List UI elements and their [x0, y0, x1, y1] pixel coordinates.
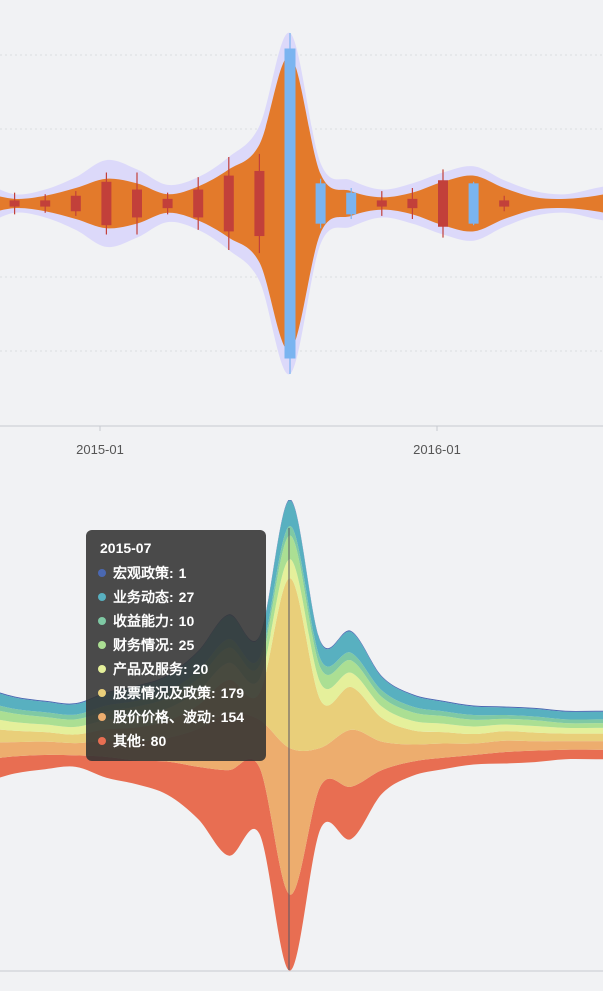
candle-body: [438, 180, 448, 227]
volatility-chart: 2015-01 2016-01: [0, 32, 603, 457]
tooltip-series-name: 收益能力: [113, 613, 169, 629]
candle-body: [376, 200, 387, 207]
legend-dot-icon: [98, 713, 106, 721]
legend-dot-icon: [98, 689, 106, 697]
tooltip-series-value: 20: [192, 661, 209, 677]
tooltip: 2015-07 宏观政策:1 业务动态:27 收益能力:10 财务情况:25 产品及服务…: [86, 530, 266, 761]
tooltip-series-name: 业务动态: [113, 589, 169, 605]
candle-body: [193, 189, 204, 218]
tooltip-row: 产品及服务:20: [98, 657, 252, 681]
candle-body: [40, 200, 51, 207]
candle-body: [254, 170, 265, 237]
legend-dot-icon: [98, 665, 106, 673]
tooltip-separator: :: [141, 733, 146, 749]
tooltip-series-value: 179: [220, 685, 245, 701]
tooltip-separator: :: [169, 589, 174, 605]
candle-body: [468, 183, 479, 224]
tooltip-series-value: 10: [178, 613, 195, 629]
legend-dot-icon: [98, 569, 106, 577]
tooltip-series-name: 产品及服务: [113, 661, 183, 677]
tooltip-row: 收益能力:10: [98, 609, 252, 633]
tooltip-title: 2015-07: [100, 540, 152, 556]
legend-dot-icon: [98, 617, 106, 625]
tooltip-series-name: 其他: [113, 733, 141, 749]
candle-body: [499, 200, 510, 207]
tooltip-series-name: 财务情况: [113, 637, 169, 653]
tooltip-series-value: 80: [150, 733, 167, 749]
tooltip-row: 股票情况及政策:179: [98, 681, 252, 705]
candle-body: [284, 48, 296, 359]
tooltip-separator: :: [169, 613, 174, 629]
tooltip-row: 财务情况:25: [98, 633, 252, 657]
stream-layer[interactable]: [0, 535, 603, 729]
tooltip-series-value: 25: [178, 637, 195, 653]
tooltip-series-name: 股票情况及政策: [113, 685, 211, 701]
candle-body: [346, 192, 357, 215]
x-tick-label: 2015-01: [76, 442, 124, 457]
tooltip-series-value: 27: [178, 589, 195, 605]
candle-body: [407, 198, 418, 209]
stream-layer[interactable]: [0, 749, 603, 971]
tooltip-row: 股价价格、波动:154: [98, 705, 252, 729]
tooltip-series-name: 股价价格、波动: [113, 709, 211, 725]
legend-dot-icon: [98, 641, 106, 649]
tooltip-series-name: 宏观政策: [113, 565, 169, 581]
legend-dot-icon: [98, 737, 106, 745]
candle-body: [101, 181, 112, 226]
band-area: [0, 56, 603, 351]
x-tick-label: 2016-01: [413, 442, 461, 457]
tooltip-separator: :: [211, 685, 216, 701]
tooltip-row: 业务动态:27: [98, 585, 252, 609]
tooltip-row: 其他:80: [98, 729, 252, 753]
tooltip-separator: :: [211, 709, 216, 725]
tooltip-separator: :: [169, 637, 174, 653]
candle-body: [223, 175, 234, 232]
candle-body: [132, 189, 142, 218]
tooltip-series-value: 154: [220, 709, 245, 725]
candles: [9, 33, 510, 374]
tooltip-rows: 宏观政策:1 业务动态:27 收益能力:10 财务情况:25 产品及服务:20 股票情况及…: [98, 561, 252, 753]
stream-layer[interactable]: [0, 525, 603, 724]
candle-body: [162, 198, 173, 209]
tooltip-separator: :: [169, 565, 174, 581]
tooltip-separator: :: [183, 661, 188, 677]
stream-layer[interactable]: [0, 559, 603, 735]
tooltip-series-value: 1: [178, 565, 187, 581]
legend-dot-icon: [98, 593, 106, 601]
candle-body: [70, 195, 81, 212]
stream-layer[interactable]: [0, 578, 603, 752]
stream-layer[interactable]: [0, 500, 603, 720]
candle-body: [315, 183, 326, 224]
candle-body: [9, 200, 20, 207]
tooltip-row: 宏观政策:1: [98, 561, 252, 585]
